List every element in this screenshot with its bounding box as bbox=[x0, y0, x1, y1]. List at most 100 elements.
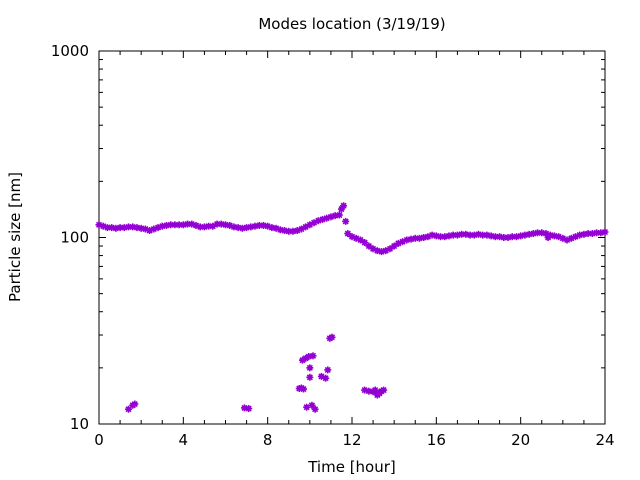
data-point bbox=[550, 232, 558, 240]
y-tick-label: 10 bbox=[70, 415, 89, 433]
data-point-stroke bbox=[530, 230, 537, 237]
data-point bbox=[356, 236, 364, 244]
x-tick-label: 4 bbox=[179, 431, 189, 449]
data-point-stroke bbox=[121, 224, 128, 231]
data-point-stroke bbox=[454, 232, 461, 239]
data-point bbox=[361, 239, 369, 247]
data-point-stroke bbox=[504, 234, 512, 241]
data-point bbox=[428, 231, 436, 239]
data-point-stroke bbox=[305, 353, 312, 360]
data-point-stroke bbox=[247, 223, 254, 230]
data-point-stroke bbox=[517, 232, 524, 239]
data-point-stroke bbox=[95, 221, 103, 228]
data-point-stroke bbox=[312, 406, 319, 413]
data-point bbox=[512, 233, 520, 241]
data-point-stroke bbox=[245, 405, 252, 412]
x-tick-label: 0 bbox=[94, 431, 104, 449]
y-tick-label: 100 bbox=[60, 229, 89, 247]
data-point-stroke bbox=[601, 228, 609, 236]
data-point bbox=[386, 245, 394, 253]
data-point-stroke bbox=[226, 222, 233, 229]
x-tick-label: 12 bbox=[342, 431, 361, 449]
data-point-stroke bbox=[372, 387, 379, 394]
data-point bbox=[340, 202, 348, 210]
data-point-stroke bbox=[328, 334, 336, 341]
data-point-stroke bbox=[188, 221, 195, 228]
data-point-stroke bbox=[306, 374, 313, 381]
data-point-stroke bbox=[391, 242, 398, 250]
data-point-stroke bbox=[580, 231, 587, 238]
data-point-stroke bbox=[526, 231, 533, 238]
data-point-stroke bbox=[547, 232, 554, 239]
data-point-stroke bbox=[445, 232, 453, 239]
data-point-stroke bbox=[370, 245, 377, 252]
data-point bbox=[305, 353, 313, 361]
data-point bbox=[245, 405, 253, 413]
data-point-stroke bbox=[340, 202, 347, 209]
data-point-stroke bbox=[551, 232, 558, 239]
data-point bbox=[335, 211, 343, 219]
data-point-stroke bbox=[300, 385, 307, 393]
data-point-stroke bbox=[318, 373, 325, 380]
data-point bbox=[445, 232, 453, 240]
data-point-stroke bbox=[386, 245, 394, 252]
data-point-stroke bbox=[496, 233, 503, 240]
data-point-stroke bbox=[239, 225, 246, 232]
data-point-stroke bbox=[322, 375, 329, 382]
data-point-stroke bbox=[420, 234, 427, 241]
data-point-stroke bbox=[142, 225, 149, 233]
data-point-stroke bbox=[471, 232, 478, 239]
data-point bbox=[342, 217, 350, 225]
data-point-stroke bbox=[264, 223, 271, 230]
data-point-stroke bbox=[336, 211, 343, 219]
data-point-stroke bbox=[342, 218, 349, 225]
x-tick-label: 8 bbox=[263, 431, 273, 449]
data-point-stroke bbox=[353, 235, 360, 242]
data-point-stroke bbox=[306, 364, 313, 371]
x-tick-label: 24 bbox=[595, 431, 614, 449]
data-point bbox=[601, 228, 609, 236]
data-point-stroke bbox=[374, 247, 381, 254]
data-point-stroke bbox=[273, 225, 280, 232]
data-point bbox=[306, 373, 314, 381]
data-point-stroke bbox=[380, 387, 387, 394]
data-point-stroke bbox=[348, 233, 356, 240]
data-point bbox=[131, 400, 139, 408]
data-point-stroke bbox=[112, 225, 119, 232]
data-point-stroke bbox=[403, 236, 410, 244]
data-point-stroke bbox=[407, 236, 415, 243]
data-point bbox=[300, 385, 308, 393]
data-point bbox=[466, 231, 474, 239]
data-point-stroke bbox=[201, 223, 208, 230]
x-tick-label: 16 bbox=[427, 431, 446, 449]
data-point-stroke bbox=[361, 387, 368, 394]
y-tick-label: 1000 bbox=[51, 42, 89, 60]
data-point-stroke bbox=[559, 235, 566, 242]
data-point-stroke bbox=[361, 239, 368, 246]
data-point-stroke bbox=[180, 221, 187, 228]
data-point-stroke bbox=[308, 402, 316, 409]
data-points bbox=[95, 202, 609, 413]
data-point bbox=[380, 386, 388, 394]
data-point-stroke bbox=[303, 404, 310, 411]
data-point-stroke bbox=[163, 222, 170, 229]
data-point-stroke bbox=[192, 222, 200, 229]
data-point bbox=[504, 234, 512, 241]
data-point-stroke bbox=[542, 230, 550, 237]
data-point-stroke bbox=[100, 223, 107, 230]
y-axis-label: Particle size [nm] bbox=[6, 172, 24, 302]
data-point-stroke bbox=[429, 232, 436, 239]
data-point-stroke bbox=[416, 235, 423, 242]
data-point-stroke bbox=[597, 229, 604, 236]
chart-title: Modes location (3/19/19) bbox=[258, 15, 445, 33]
data-point-stroke bbox=[344, 230, 351, 237]
data-point-stroke bbox=[324, 366, 331, 373]
x-axis-label: Time [hour] bbox=[307, 458, 396, 476]
data-point bbox=[125, 405, 133, 413]
data-point bbox=[322, 374, 330, 382]
data-point-stroke bbox=[243, 224, 250, 231]
data-point-stroke bbox=[483, 232, 490, 239]
x-tick-label: 20 bbox=[511, 431, 530, 449]
data-point-stroke bbox=[521, 232, 528, 239]
